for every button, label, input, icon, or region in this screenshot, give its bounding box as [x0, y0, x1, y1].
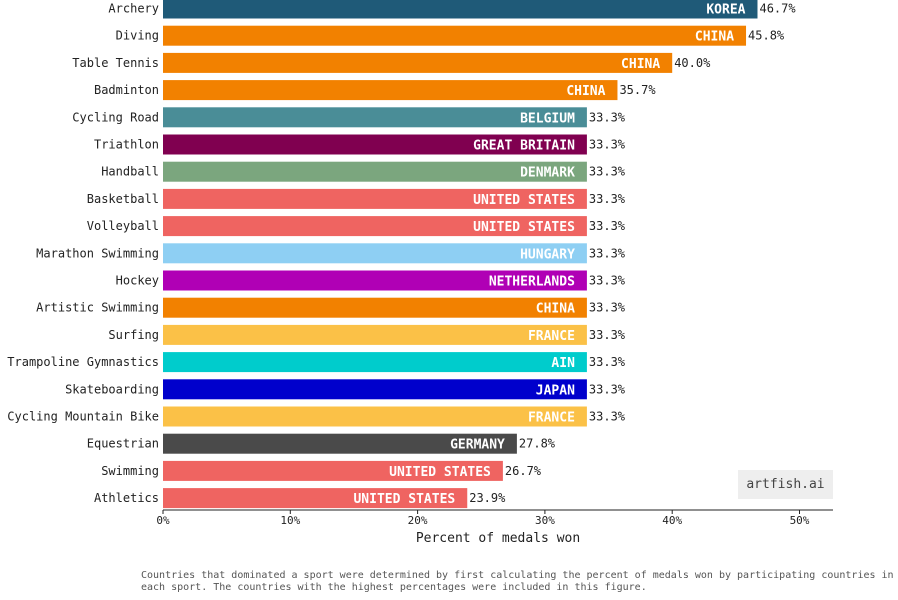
- sport-label: Skateboarding: [65, 382, 159, 396]
- value-label: 33.3%: [589, 382, 626, 396]
- value-label: 33.3%: [589, 165, 626, 179]
- value-label: 33.3%: [589, 410, 626, 424]
- bar: [163, 161, 587, 182]
- value-label: 33.3%: [589, 138, 626, 152]
- bar: [163, 270, 587, 291]
- bar: [163, 25, 747, 46]
- country-label: CHINA: [536, 302, 575, 317]
- sport-label: Volleyball: [87, 219, 159, 233]
- sport-label: Trampoline Gymnastics: [7, 355, 159, 369]
- sport-label: Athletics: [94, 491, 159, 505]
- x-axis: 0% 10% 20% 30% 40% 50% Percent of medals won: [156, 509, 833, 546]
- value-label: 33.3%: [589, 192, 626, 206]
- bar: [163, 433, 517, 454]
- sport-label: Table Tennis: [72, 56, 159, 70]
- country-label: CHINA: [621, 57, 660, 72]
- country-label: FRANCE: [528, 411, 575, 426]
- x-tick-label: 30%: [535, 514, 555, 527]
- sport-label: Swimming: [101, 464, 159, 478]
- bar: [163, 460, 503, 481]
- country-label: HUNGARY: [520, 247, 575, 262]
- bars-layer: Archery KOREA 46.7% Diving CHINA 45.8% Table T…: [7, 0, 796, 509]
- footnote: Countries that dominated a sport were de…: [141, 570, 894, 593]
- value-label: 45.8%: [748, 29, 785, 43]
- country-label: NETHERLANDS: [489, 275, 575, 290]
- country-label: UNITED STATES: [473, 220, 575, 235]
- country-label: GREAT BRITAIN: [473, 139, 575, 154]
- bar: [163, 80, 618, 101]
- bar: [163, 243, 587, 264]
- value-label: 33.3%: [589, 274, 626, 288]
- value-label: 40.0%: [674, 56, 711, 70]
- bar: [163, 188, 587, 209]
- country-label: AIN: [551, 356, 575, 371]
- country-label: UNITED STATES: [473, 193, 575, 208]
- x-tick-label: 50%: [790, 514, 810, 527]
- bar: [163, 406, 587, 427]
- sport-label: Handball: [101, 165, 159, 179]
- value-label: 33.3%: [589, 219, 626, 233]
- country-label: KOREA: [706, 3, 745, 18]
- sport-label: Equestrian: [87, 437, 159, 451]
- sport-label: Artistic Swimming: [36, 301, 159, 315]
- bar: [163, 379, 587, 400]
- country-label: UNITED STATES: [353, 492, 455, 507]
- sport-label: Diving: [116, 29, 159, 43]
- x-ticks: 0% 10% 20% 30% 40% 50%: [156, 510, 810, 527]
- value-label: 33.3%: [589, 328, 626, 342]
- country-label: CHINA: [566, 84, 605, 99]
- sport-label: Cycling Road: [72, 110, 159, 124]
- bar: [163, 216, 587, 237]
- country-label: JAPAN: [536, 383, 575, 398]
- sport-label: Hockey: [116, 274, 159, 288]
- x-tick-label: 10%: [280, 514, 300, 527]
- value-label: 46.7%: [759, 2, 796, 16]
- sport-label: Basketball: [87, 192, 159, 206]
- sport-label: Cycling Mountain Bike: [7, 410, 159, 424]
- value-label: 33.3%: [589, 246, 626, 260]
- country-label: DENMARK: [520, 166, 575, 181]
- watermark-badge: artfish.ai: [738, 470, 833, 499]
- bar: [163, 52, 673, 73]
- value-label: 33.3%: [589, 355, 626, 369]
- value-label: 35.7%: [619, 83, 656, 97]
- bar: [163, 107, 587, 128]
- bar: [163, 488, 468, 509]
- country-label: GERMANY: [450, 438, 505, 453]
- bar-chart: Archery KOREA 46.7% Diving CHINA 45.8% Table T…: [7, 0, 833, 546]
- value-label: 23.9%: [469, 491, 506, 505]
- value-label: 26.7%: [505, 464, 542, 478]
- country-label: BELGIUM: [520, 111, 575, 126]
- bar: [163, 0, 758, 19]
- sport-label: Marathon Swimming: [36, 246, 159, 260]
- country-label: FRANCE: [528, 329, 575, 344]
- x-tick-label: 20%: [408, 514, 428, 527]
- bar: [163, 352, 587, 373]
- x-tick-label: 0%: [156, 514, 170, 527]
- bar: [163, 134, 587, 155]
- sport-label: Archery: [108, 2, 159, 16]
- sport-label: Triathlon: [94, 138, 159, 152]
- value-label: 33.3%: [589, 301, 626, 315]
- country-label: UNITED STATES: [389, 465, 491, 480]
- bar: [163, 324, 587, 345]
- value-label: 33.3%: [589, 110, 626, 124]
- value-label: 27.8%: [519, 437, 556, 451]
- x-tick-label: 40%: [662, 514, 682, 527]
- x-axis-title: Percent of medals won: [416, 531, 580, 546]
- country-label: CHINA: [695, 30, 734, 45]
- bar: [163, 297, 587, 318]
- sport-label: Badminton: [94, 83, 159, 97]
- sport-label: Surfing: [108, 328, 159, 342]
